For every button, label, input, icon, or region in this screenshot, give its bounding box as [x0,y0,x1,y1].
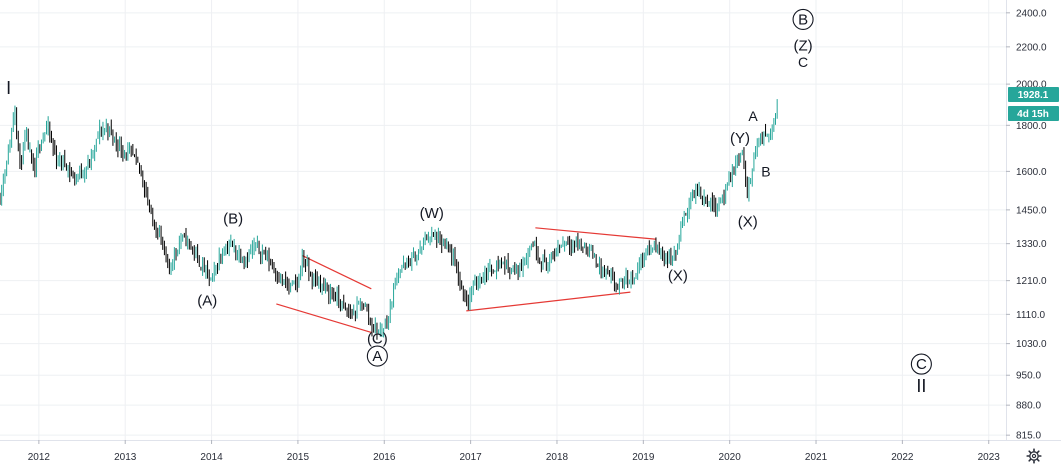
x-tick-label: 2022 [891,452,914,463]
last-price-tag: 1928.1 [1008,87,1059,102]
trendline[interactable] [466,291,631,312]
wave-label[interactable]: I [6,78,11,98]
x-tick-label: 2016 [373,452,396,463]
candle-series [0,99,778,340]
countdown-tag: 4d 15h [1008,106,1059,121]
price-axis[interactable]: 815.0 880.0 950.0 1030.0 1110.0 1210.0 1330.0 1… [1006,8,1047,442]
countdown-tag-box [1008,106,1059,121]
x-tick-label: 2021 [805,452,828,463]
trendline[interactable] [301,255,372,290]
svg-text:(Y): (Y) [730,130,750,147]
y-tick-label: 1450.0 [1016,205,1047,216]
svg-text:B: B [761,163,770,179]
last-price-tag-text: 1928.1 [1018,90,1049,101]
y-tick-label: 950.0 [1016,371,1041,382]
last-price-tag-box [1008,87,1059,102]
wave-label-circled[interactable]: B [792,8,814,30]
svg-text:II: II [916,376,926,396]
svg-text:C: C [798,54,808,70]
countdown-tag-text: 4d 15h [1017,109,1049,120]
wave-label[interactable]: B [761,163,770,179]
chart-grid [0,0,1006,440]
svg-text:(Z): (Z) [793,37,812,54]
svg-text:(C): (C) [367,331,388,348]
svg-text:(W): (W) [420,205,444,222]
wave-label-circled[interactable]: A [366,345,388,367]
gear-icon[interactable] [1026,448,1042,464]
svg-text:C: C [916,356,927,373]
x-tick-label: 2012 [28,452,51,463]
svg-text:A: A [372,348,382,365]
x-tick-label: 2020 [719,452,742,463]
wave-label[interactable]: (Y) [730,130,750,147]
x-tick-label: 2018 [546,452,569,463]
y-tick-label: 2400.0 [1016,8,1047,19]
y-tick-label: 1600.0 [1016,167,1047,178]
y-tick-label: 815.0 [1016,431,1041,442]
y-tick-label: 1030.0 [1016,339,1047,350]
y-tick-label: 2000.0 [1016,80,1047,91]
wave-label[interactable]: (Z) [793,37,812,54]
svg-text:(B): (B) [223,211,243,228]
wave-label[interactable]: C [798,54,808,70]
y-tick-label: 880.0 [1016,401,1041,412]
wave-label-circled[interactable]: C [910,353,932,375]
y-tick-label: 1330.0 [1016,239,1047,250]
y-tick-label: 1110.0 [1016,310,1046,321]
trendline[interactable] [276,303,372,333]
svg-text:A: A [748,108,758,124]
y-tick-label: 1800.0 [1016,121,1047,132]
wave-label[interactable]: A [748,108,758,124]
y-tick-label: 1210.0 [1016,276,1047,287]
x-tick-label: 2019 [632,452,655,463]
trendline-layer [276,227,657,333]
svg-text:B: B [798,11,808,28]
wave-label[interactable]: (A) [197,293,217,310]
wave-label[interactable]: (B) [223,211,243,228]
x-tick-label: 2017 [459,452,482,463]
trendline[interactable] [535,227,657,240]
svg-text:(A): (A) [197,293,217,310]
x-tick-label: 2013 [114,452,137,463]
wave-label[interactable]: (C) [367,331,388,348]
svg-text:(X): (X) [668,268,688,285]
wave-label[interactable]: (W) [420,205,444,222]
wave-label[interactable]: (X) [668,268,688,285]
x-tick-label: 2015 [287,452,310,463]
svg-text:(X): (X) [738,213,758,230]
x-tick-label: 2023 [978,452,1001,463]
x-tick-label: 2014 [200,452,223,463]
time-axis[interactable]: 2012 2013 2014 2015 2016 2017 2018 2019 2020 2021… [28,440,1001,463]
wave-label[interactable]: II [916,376,926,396]
svg-text:I: I [6,78,11,98]
wave-label[interactable]: (X) [738,213,758,230]
y-tick-label: 2200.0 [1016,42,1047,53]
